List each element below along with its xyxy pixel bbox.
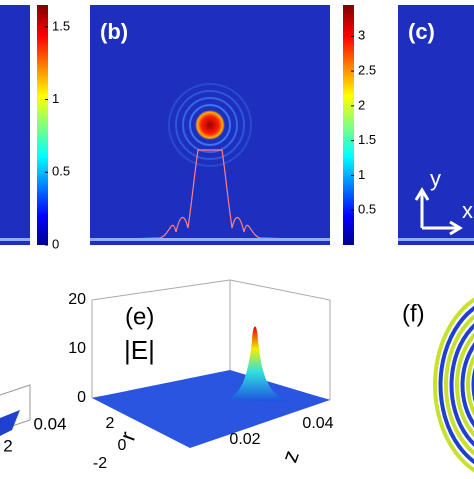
axis-label: y <box>430 166 441 191</box>
colorbar-tick-label: 0.5 <box>52 164 70 179</box>
profile-baseline <box>398 238 474 241</box>
colorbar-tick-label: 0 <box>52 236 59 251</box>
colorbar-tick-label: 3 <box>358 28 365 43</box>
colorbar-tick-label: 2 <box>358 97 365 112</box>
central-spot <box>195 110 225 140</box>
tick-label: 2 <box>3 436 12 455</box>
panel-label: (c) <box>408 19 435 44</box>
z-tick-label: 10 <box>68 340 86 357</box>
heatmap <box>0 5 30 245</box>
colorbar-tick-label: 1.5 <box>52 18 70 33</box>
colorbar <box>37 5 48 245</box>
panel-label: (f) <box>402 300 425 327</box>
profile-baseline <box>90 238 330 241</box>
surface <box>0 410 20 436</box>
colorbar <box>343 5 354 245</box>
z-tick-label: 20 <box>68 291 86 308</box>
profile-baseline <box>0 238 30 241</box>
tick-label: 0.04 <box>33 414 66 433</box>
r-tick-label: -2 <box>93 455 107 472</box>
colorbar-tick-label: 0.5 <box>358 202 376 217</box>
r-tick-label: 2 <box>106 415 115 432</box>
panel-label: (b) <box>100 19 128 44</box>
x-tick-label: 0.04 <box>302 415 333 432</box>
colorbar-tick-label: 2.5 <box>358 63 376 78</box>
colorbar-tick-label: 1 <box>358 167 365 182</box>
x-tick-label: 0.02 <box>229 431 260 448</box>
colorbar-tick-label: 1 <box>52 91 59 106</box>
x-axis-label: z <box>277 447 304 466</box>
colorbar-tick-label: 1.5 <box>358 132 376 147</box>
z-tick-label: 0 <box>77 389 86 406</box>
r-tick-label: 0 <box>118 437 127 454</box>
z-axis-label: |E| <box>124 335 155 365</box>
fringes <box>435 290 474 474</box>
panel-label: (e) <box>125 303 154 330</box>
axis-label: x <box>462 198 473 223</box>
